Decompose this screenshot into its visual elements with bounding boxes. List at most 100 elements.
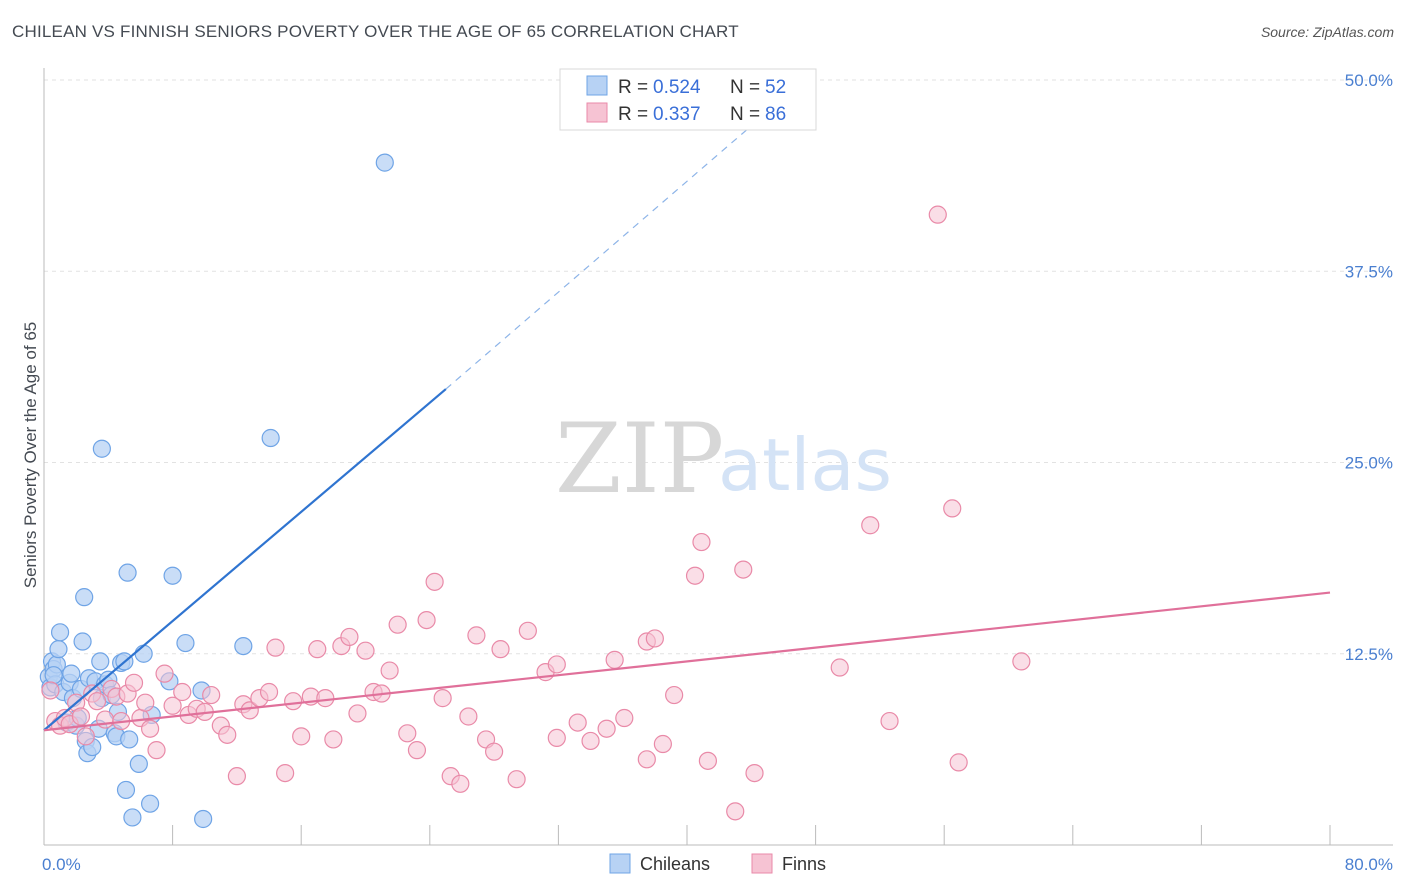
legend-n-value-chileans: 52 [765,77,786,98]
trend-line-finns [43,591,1331,732]
x-tick-label-max: 80.0% [1345,855,1393,874]
finn-point [1012,652,1031,671]
finn-point [76,727,95,746]
finn-point [41,681,60,700]
legend-n-label-chileans: N = [730,77,760,98]
trend-line-chileans-extension [445,125,752,390]
chilean-point [375,153,394,172]
chilean-point [123,808,142,827]
finn-point [615,708,634,728]
chilean-point [120,730,139,749]
finn-point [653,734,672,754]
legend-series: Chileans Finns [609,853,826,874]
finn-point [227,767,246,786]
finn-point [665,685,684,705]
legend-swatch-finns [586,102,608,123]
chart-title: CHILEAN VS FINNISH SENIORS POVERTY OVER … [12,22,739,41]
finn-point [518,621,537,640]
chilean-point [163,566,182,585]
finn-point [136,693,155,712]
legend-bottom-label-finns: Finns [782,854,826,874]
finn-point [830,658,849,677]
finn-point [407,741,427,760]
watermark-atlas: atlas [718,423,892,507]
chilean-point [44,666,63,685]
finn-point [547,728,566,748]
finn-point [459,707,478,726]
finn-point [949,753,968,772]
chilean-point [75,588,94,607]
finn-point [324,730,343,749]
finn-point [202,685,221,705]
trend-lines [43,125,1331,732]
chart-source: Source: ZipAtlas.com [1260,24,1394,40]
y-tick-label-0: 12.5% [1345,645,1393,664]
finn-point [380,661,399,680]
chilean-point [176,633,195,653]
finn-point [726,802,745,821]
legend-r-value-finns: 0.337 [653,104,701,125]
finn-point [266,638,285,657]
finn-point [398,724,417,743]
finn-point [734,560,753,579]
finn-point [861,516,880,535]
finn-point [259,682,279,702]
finn-point [507,770,526,789]
chilean-point [261,428,280,448]
finn-point [292,727,311,746]
finn-point [388,615,407,634]
chilean-point [62,664,81,683]
y-tick-label-3: 50.0% [1345,71,1393,90]
legend-n-label-finns: N = [730,104,760,125]
finn-point [417,610,436,630]
x-tick-labels: 0.0% 80.0% [42,855,1393,874]
chilean-point [49,640,68,659]
y-tick-label-2: 37.5% [1345,262,1393,281]
finn-point [348,704,367,723]
finn-point [87,692,107,711]
watermark: ZIP atlas [555,403,892,515]
finn-point [645,629,664,648]
chilean-point [194,809,213,829]
chilean-point [92,439,111,458]
finn-point [308,640,327,659]
chilean-point [116,780,136,800]
finn-point [425,572,444,591]
chilean-point [118,563,137,582]
finn-point [356,641,375,660]
y-tick-labels: 12.5% 25.0% 37.5% 50.0% [1345,71,1393,664]
finn-point [943,499,962,518]
finn-point [276,763,295,783]
chilean-point [234,636,253,656]
finn-point [745,763,764,783]
legend-r-label-finns: R = [618,104,648,125]
legend-r-value-chileans: 0.524 [653,77,701,98]
finn-point [568,713,587,732]
chilean-point [129,754,148,774]
legend-correlation: R = 0.524 N = 52 R = 0.337 N = 86 [559,68,817,131]
finn-point [451,774,470,793]
y-tick-label-1: 25.0% [1345,454,1393,473]
finn-point [928,205,947,224]
x-tick-label-min: 0.0% [42,855,81,874]
finn-point [685,566,705,585]
finn-point [147,741,166,760]
finn-point [605,650,624,669]
finn-point [491,640,510,659]
finn-point [95,710,115,729]
finn-point [316,689,335,708]
legend-bottom-swatch-finns [751,853,773,874]
watermark-zip: ZIP [555,403,724,515]
finn-point [340,627,359,647]
finn-point [124,673,144,692]
finn-point [71,707,91,726]
series-finns-points [41,205,1031,821]
legend-n-value-finns: 86 [765,104,786,125]
chilean-point [73,632,92,651]
legend-r-label-chileans: R = [618,77,648,98]
finn-point [240,701,259,720]
gridlines [44,79,1393,655]
axes [43,68,1393,846]
finn-point [698,751,717,770]
